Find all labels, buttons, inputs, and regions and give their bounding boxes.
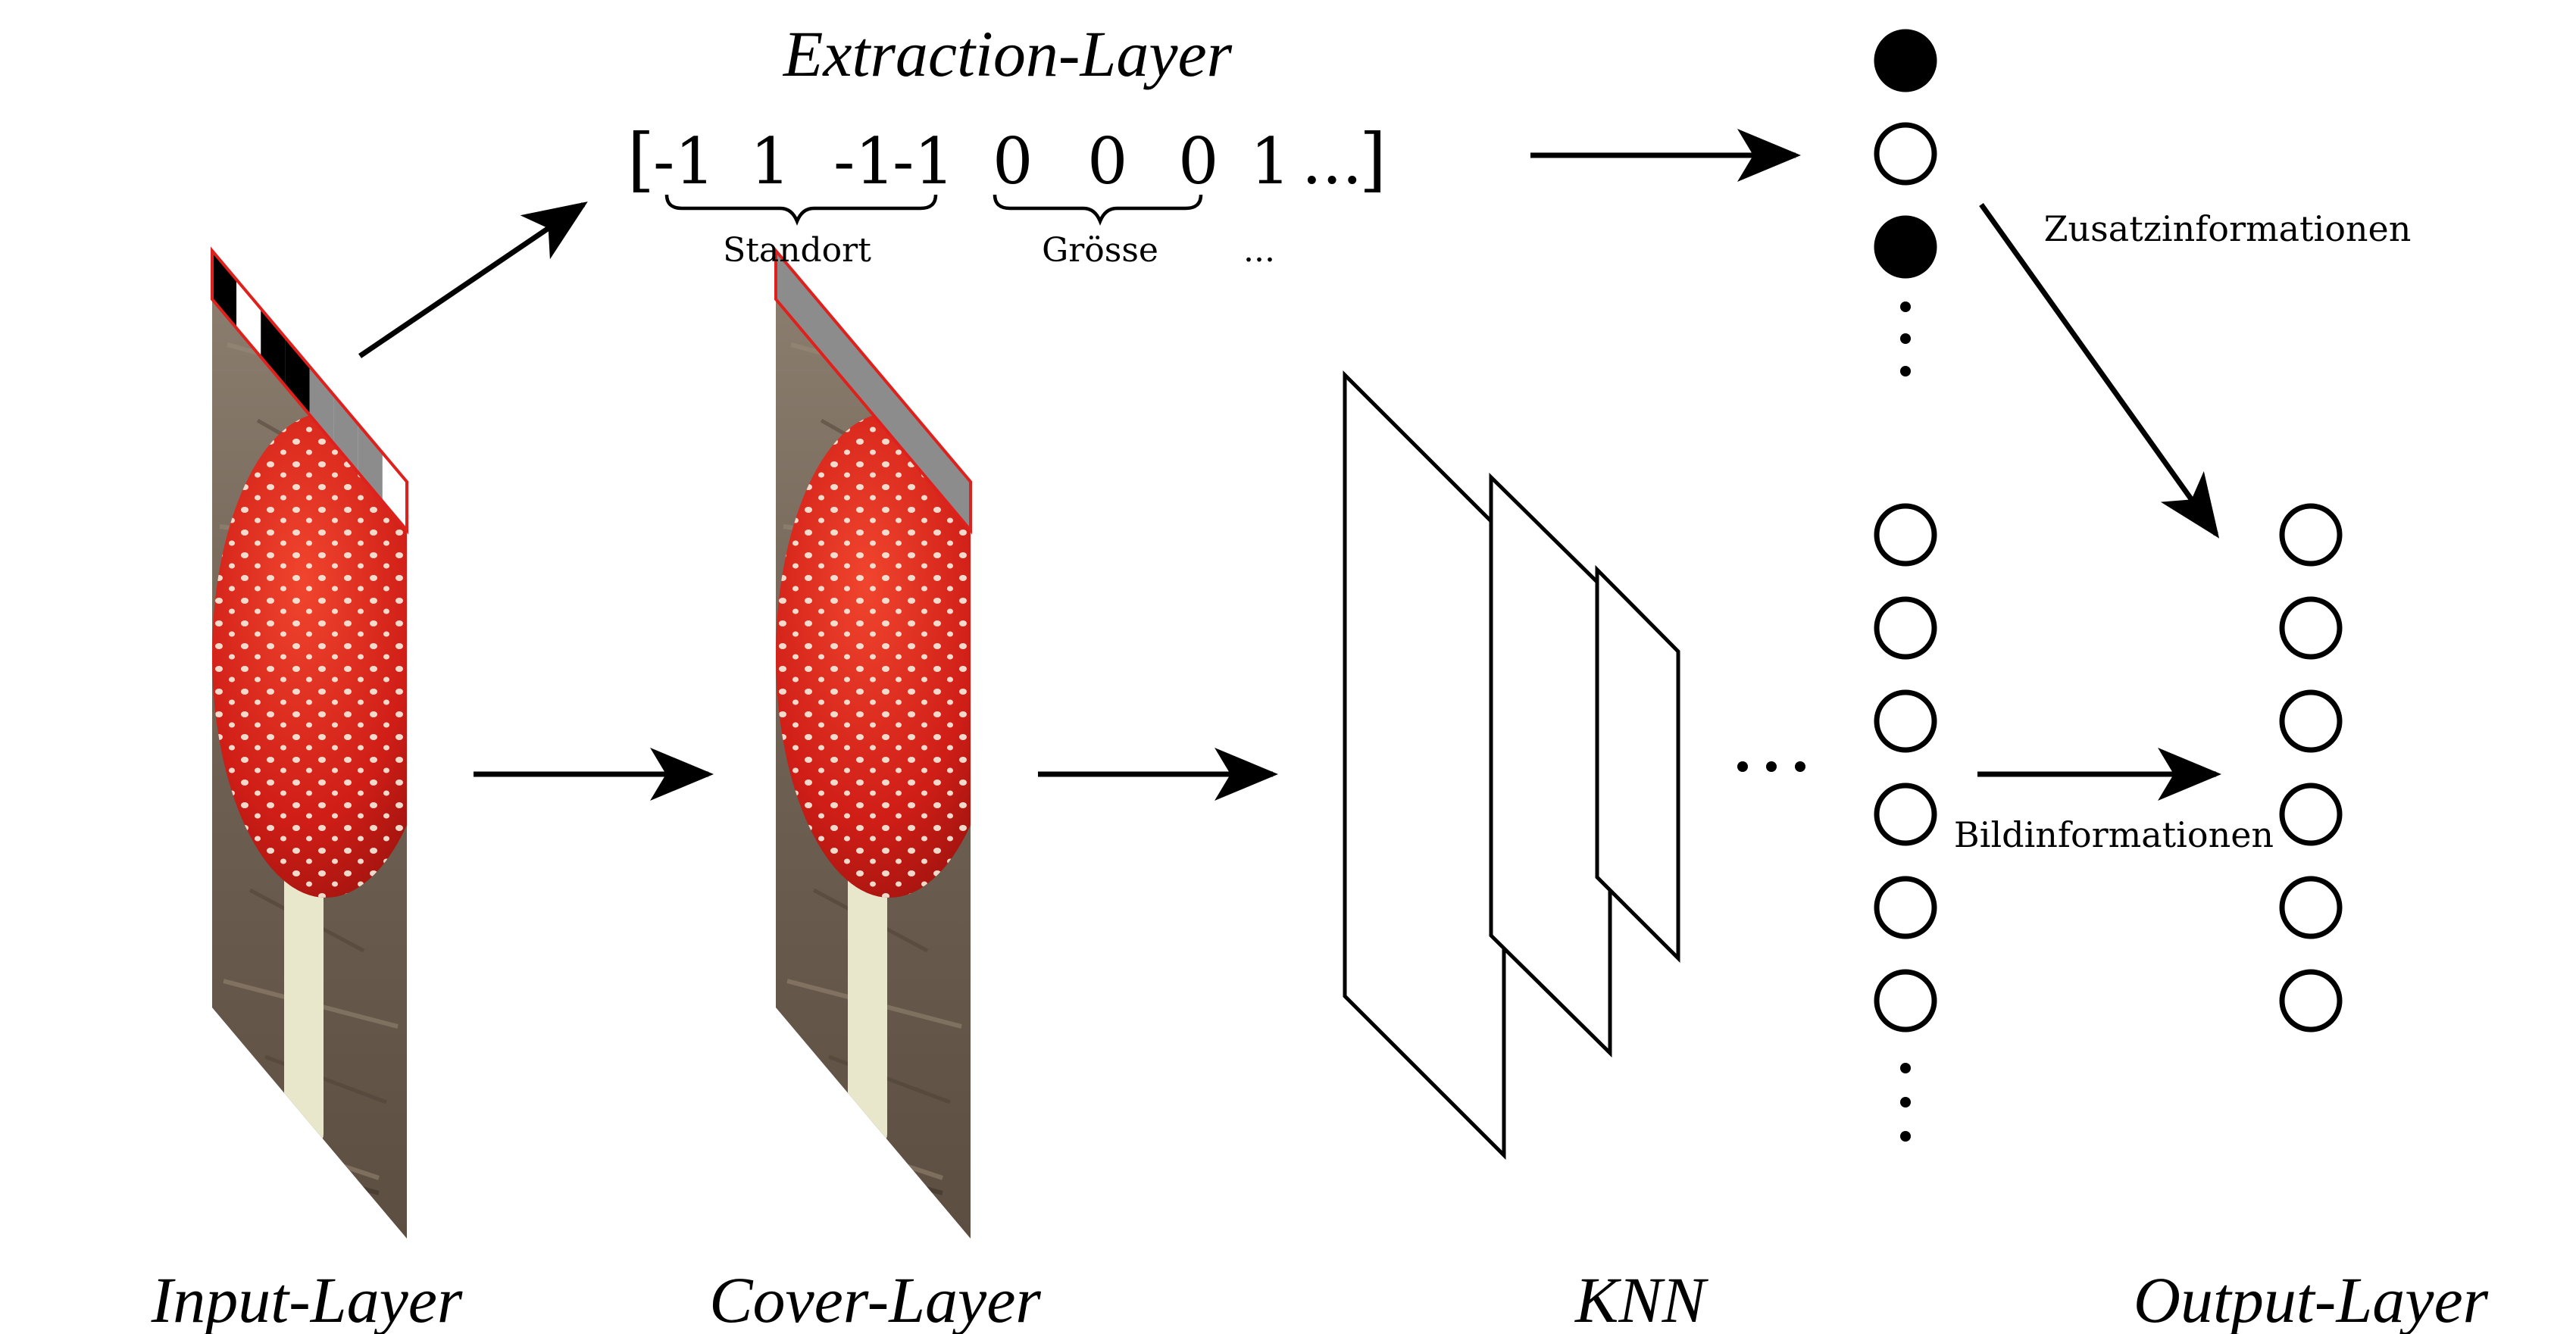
strip-cell (309, 366, 334, 444)
vector-group-braces (664, 194, 1203, 226)
input-code-strip-border (211, 246, 408, 535)
knn-layer-2 (1489, 473, 1612, 1058)
extraction-vector: [ -1 1 -1-1 0 0 0 1... ] (627, 119, 1386, 200)
continuation-dot (1900, 1063, 1911, 1073)
brace-groesse (993, 194, 1203, 226)
image-neuron (1874, 876, 1937, 939)
extraction-neuron (1874, 29, 1937, 92)
vector-value: -1 (833, 124, 896, 198)
extraction-layer-title: Extraction-Layer (782, 17, 1233, 90)
cover-layer-title: Cover-Layer (709, 1264, 1041, 1334)
continuation-dot (1900, 301, 1911, 312)
extraction-neurons (1874, 29, 1937, 279)
input-layer-panel (211, 246, 439, 1239)
extraction-neurons-continuation (1900, 301, 1911, 376)
bildinformationen-label: Bildinformationen (1954, 814, 2274, 855)
vector-value: ... (1302, 124, 1362, 198)
image-neuron (1874, 503, 1937, 567)
input-mushroom-image (212, 299, 439, 1239)
continuation-dot (1900, 1097, 1911, 1108)
brace-standort (664, 194, 938, 226)
knn-layers (1343, 370, 1680, 1161)
image-neurons-continuation (1900, 1063, 1911, 1142)
cover-layer-panel (774, 246, 1003, 1239)
output-neuron (2279, 969, 2343, 1033)
output-neuron (2279, 783, 2343, 846)
image-neuron (1874, 596, 1937, 660)
image-neuron (1874, 689, 1937, 753)
vector-value: 1 (1250, 124, 1290, 198)
knn-layer-3 (1595, 564, 1680, 964)
continuation-dot (1900, 366, 1911, 376)
output-neuron (2279, 689, 2343, 753)
cover-masked-strip (774, 246, 972, 535)
vector-value: 0 (1178, 124, 1218, 198)
group-label-groesse: Grösse (1042, 231, 1158, 270)
vector-value: 0 (1087, 124, 1127, 198)
vector-value: 0 (993, 124, 1033, 198)
continuation-dot (1900, 333, 1911, 344)
strip-cell (261, 308, 286, 386)
vector-group-labels: Standort Grösse ... (723, 231, 1275, 270)
group-label-more: ... (1243, 231, 1275, 270)
vector-open-bracket: [ (627, 119, 655, 200)
vector-value: -1 (893, 124, 955, 198)
output-neuron (2279, 596, 2343, 660)
extraction-neuron (1874, 122, 1937, 186)
vector-values: -1 1 -1-1 0 0 0 1... (653, 124, 1362, 198)
arrow-input-to-extraction (358, 202, 588, 358)
cover-mushroom-image (776, 299, 1003, 1239)
group-label-standort: Standort (723, 231, 871, 270)
image-neuron (1874, 783, 1937, 846)
strip-cell (285, 337, 310, 415)
input-layer-title: Input-Layer (151, 1264, 463, 1334)
strip-cell (358, 423, 383, 501)
output-neuron (2279, 503, 2343, 567)
input-code-strip-cells (212, 251, 407, 530)
knn-title: KNN (1574, 1264, 1709, 1334)
zusatzinformationen-label: Zusatzinformationen (2044, 208, 2412, 249)
strip-cell (236, 280, 261, 358)
vector-value: 1 (750, 124, 790, 198)
output-layer-title: Output-Layer (2134, 1264, 2489, 1334)
arrow-extraction-to-output (1979, 202, 2220, 539)
continuation-dot (1900, 1131, 1911, 1142)
knn-ellipsis (1737, 761, 1805, 772)
knn-layer-1 (1343, 370, 1506, 1161)
strip-cell (212, 251, 237, 329)
extraction-neuron (1874, 215, 1937, 279)
image-neurons (1874, 503, 1937, 1033)
image-neuron (1874, 969, 1937, 1033)
strip-cell (333, 395, 358, 473)
output-neuron (2279, 876, 2343, 939)
output-neurons (2279, 503, 2343, 1033)
vector-close-bracket: ] (1359, 119, 1386, 200)
strip-cell (382, 452, 407, 530)
arrows (358, 129, 2221, 801)
vector-value: -1 (653, 124, 715, 198)
